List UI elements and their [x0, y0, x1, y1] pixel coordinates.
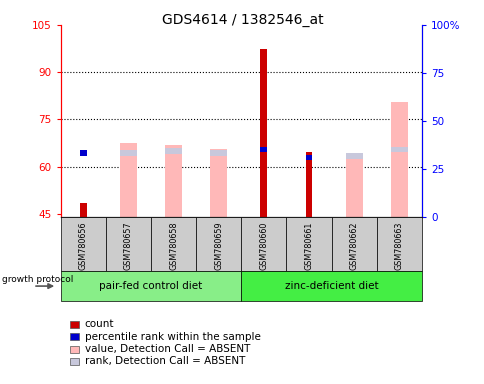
- Bar: [60, 271, 241, 301]
- Bar: [286, 217, 331, 271]
- Bar: [390, 147, 407, 152]
- Bar: [331, 217, 376, 271]
- Bar: [345, 157, 362, 217]
- Bar: [376, 217, 421, 271]
- Bar: [80, 203, 87, 217]
- Bar: [151, 217, 196, 271]
- Text: value, Detection Call = ABSENT: value, Detection Call = ABSENT: [85, 344, 250, 354]
- Bar: [210, 149, 227, 217]
- Text: zinc-deficient diet: zinc-deficient diet: [284, 281, 378, 291]
- Text: growth protocol: growth protocol: [2, 275, 74, 284]
- Bar: [165, 148, 182, 154]
- Bar: [305, 152, 312, 217]
- Bar: [60, 217, 106, 271]
- Bar: [106, 217, 151, 271]
- Bar: [210, 150, 227, 156]
- Text: count: count: [85, 319, 114, 329]
- Text: GSM780658: GSM780658: [169, 221, 178, 270]
- Text: GDS4614 / 1382546_at: GDS4614 / 1382546_at: [161, 13, 323, 27]
- Text: GSM780662: GSM780662: [349, 221, 358, 270]
- Bar: [120, 150, 136, 156]
- Text: GSM780656: GSM780656: [78, 221, 88, 270]
- Text: GSM780659: GSM780659: [214, 221, 223, 270]
- Text: GSM780660: GSM780660: [259, 221, 268, 270]
- Bar: [260, 48, 267, 217]
- Bar: [165, 144, 182, 217]
- Bar: [390, 102, 407, 217]
- Text: rank, Detection Call = ABSENT: rank, Detection Call = ABSENT: [85, 356, 245, 366]
- Text: GSM780657: GSM780657: [123, 221, 133, 270]
- Bar: [305, 155, 312, 160]
- Text: GSM780661: GSM780661: [304, 221, 313, 270]
- Text: pair-fed control diet: pair-fed control diet: [99, 281, 202, 291]
- Bar: [345, 153, 362, 159]
- Bar: [196, 217, 241, 271]
- Bar: [260, 147, 267, 152]
- Bar: [120, 143, 136, 217]
- Bar: [241, 217, 286, 271]
- Text: GSM780663: GSM780663: [394, 221, 403, 270]
- Bar: [80, 150, 87, 156]
- Bar: [241, 271, 421, 301]
- Text: percentile rank within the sample: percentile rank within the sample: [85, 332, 260, 342]
